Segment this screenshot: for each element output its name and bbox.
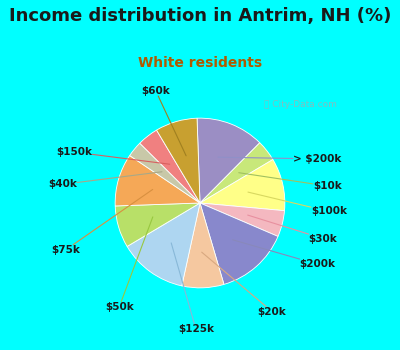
- Wedge shape: [182, 203, 224, 288]
- Text: $20k: $20k: [202, 252, 286, 317]
- Wedge shape: [200, 160, 285, 211]
- Text: $75k: $75k: [52, 189, 153, 255]
- Text: $60k: $60k: [142, 86, 186, 156]
- Text: $100k: $100k: [248, 192, 347, 217]
- Wedge shape: [200, 203, 278, 285]
- Text: > $200k: > $200k: [218, 154, 341, 164]
- Text: $150k: $150k: [56, 147, 170, 164]
- Text: Income distribution in Antrim, NH (%): Income distribution in Antrim, NH (%): [9, 7, 391, 25]
- Wedge shape: [130, 143, 200, 203]
- Text: $125k: $125k: [171, 243, 214, 334]
- Wedge shape: [200, 203, 284, 237]
- Text: $30k: $30k: [248, 215, 338, 244]
- Wedge shape: [127, 203, 200, 286]
- Wedge shape: [115, 203, 200, 246]
- Text: $40k: $40k: [48, 172, 162, 189]
- Wedge shape: [140, 130, 200, 203]
- Text: ⓘ City-Data.com: ⓘ City-Data.com: [264, 100, 336, 109]
- Wedge shape: [156, 118, 200, 203]
- Text: White residents: White residents: [138, 56, 262, 70]
- Text: $10k: $10k: [239, 173, 342, 191]
- Wedge shape: [200, 143, 273, 203]
- Wedge shape: [197, 118, 260, 203]
- Text: $50k: $50k: [105, 217, 153, 312]
- Text: $200k: $200k: [233, 240, 335, 269]
- Wedge shape: [115, 155, 200, 206]
